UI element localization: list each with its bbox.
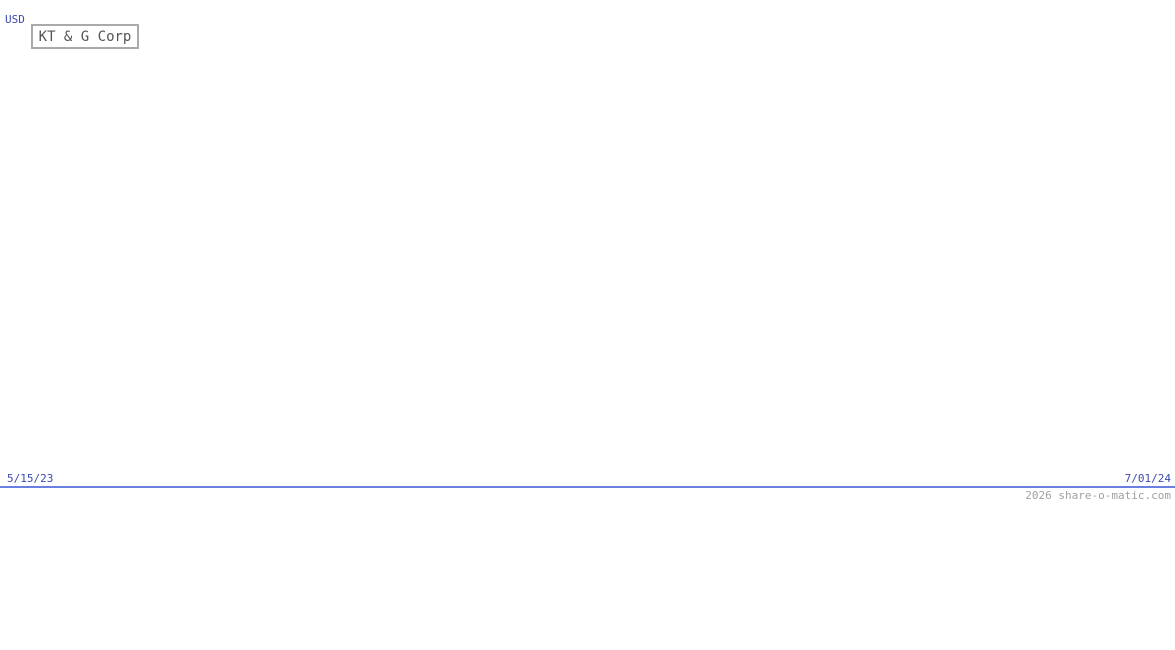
range-start: 5/15/23	[7, 472, 53, 485]
range-end: 7/01/24	[1125, 472, 1172, 485]
title-box	[31, 24, 139, 49]
chart-title: KT & G Corp	[39, 29, 132, 45]
watermark: 2026 share-o-matic.com	[1025, 489, 1171, 502]
unit-label: USD	[5, 13, 25, 26]
